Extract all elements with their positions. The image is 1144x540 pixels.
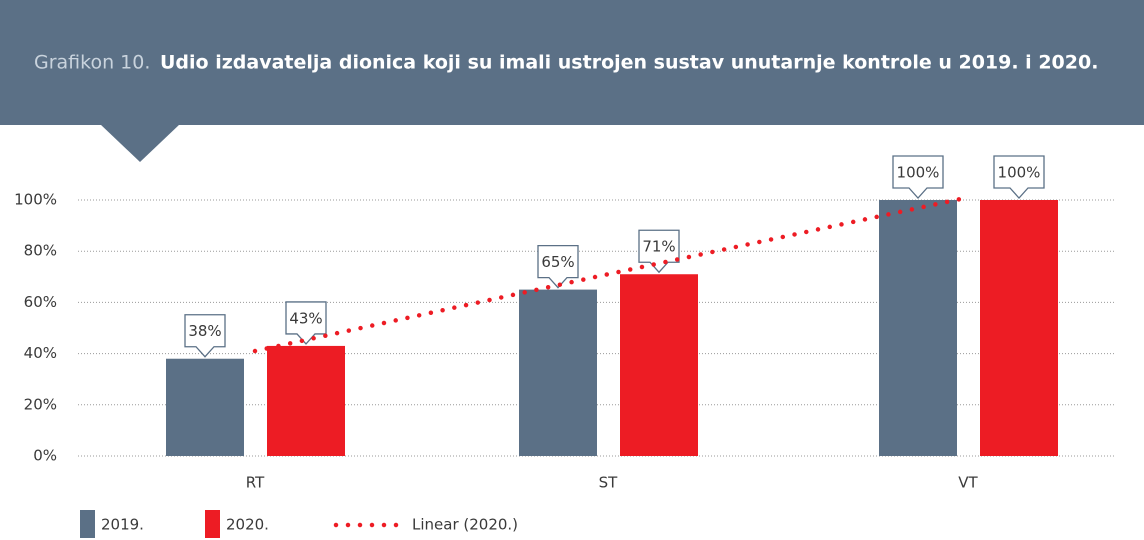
bar <box>980 200 1058 456</box>
value-label: 65% <box>541 253 574 271</box>
y-tick-label: 100% <box>14 191 57 209</box>
legend-swatch <box>205 510 220 538</box>
value-label: 71% <box>642 238 675 256</box>
legend-swatch <box>80 510 95 538</box>
callout-box <box>285 301 327 345</box>
value-label: 100% <box>897 164 940 182</box>
y-tick-label: 60% <box>24 293 57 311</box>
value-label: 38% <box>188 322 221 340</box>
y-tick-label: 80% <box>24 242 57 260</box>
callout-box <box>184 314 226 358</box>
y-tick-label: 0% <box>33 447 57 465</box>
legend-label: 2020. <box>226 516 269 534</box>
callout-box <box>537 244 579 289</box>
bar <box>519 289 597 456</box>
callout-box <box>638 229 680 274</box>
chart-title: Udio izdavatelja dionica koji su imali u… <box>160 52 1098 74</box>
bar <box>620 274 698 456</box>
y-tick-label: 20% <box>24 395 57 413</box>
header-band <box>0 0 1144 125</box>
value-label: 43% <box>289 309 322 327</box>
bar <box>166 358 244 456</box>
callout-box <box>993 155 1045 199</box>
callout-box <box>892 155 944 199</box>
y-tick-label: 40% <box>24 344 57 362</box>
chart-title-label: Grafikon 10. <box>34 52 150 74</box>
x-tick-label: ST <box>599 474 619 492</box>
header-pointer <box>100 124 180 162</box>
value-label: 100% <box>998 164 1041 182</box>
bar <box>267 345 345 456</box>
legend-label: 2019. <box>101 516 144 534</box>
x-tick-label: VT <box>958 474 978 492</box>
bar <box>879 200 957 456</box>
x-tick-label: RT <box>246 474 265 492</box>
legend-label: Linear (2020.) <box>412 516 518 534</box>
trend-line <box>252 195 971 354</box>
